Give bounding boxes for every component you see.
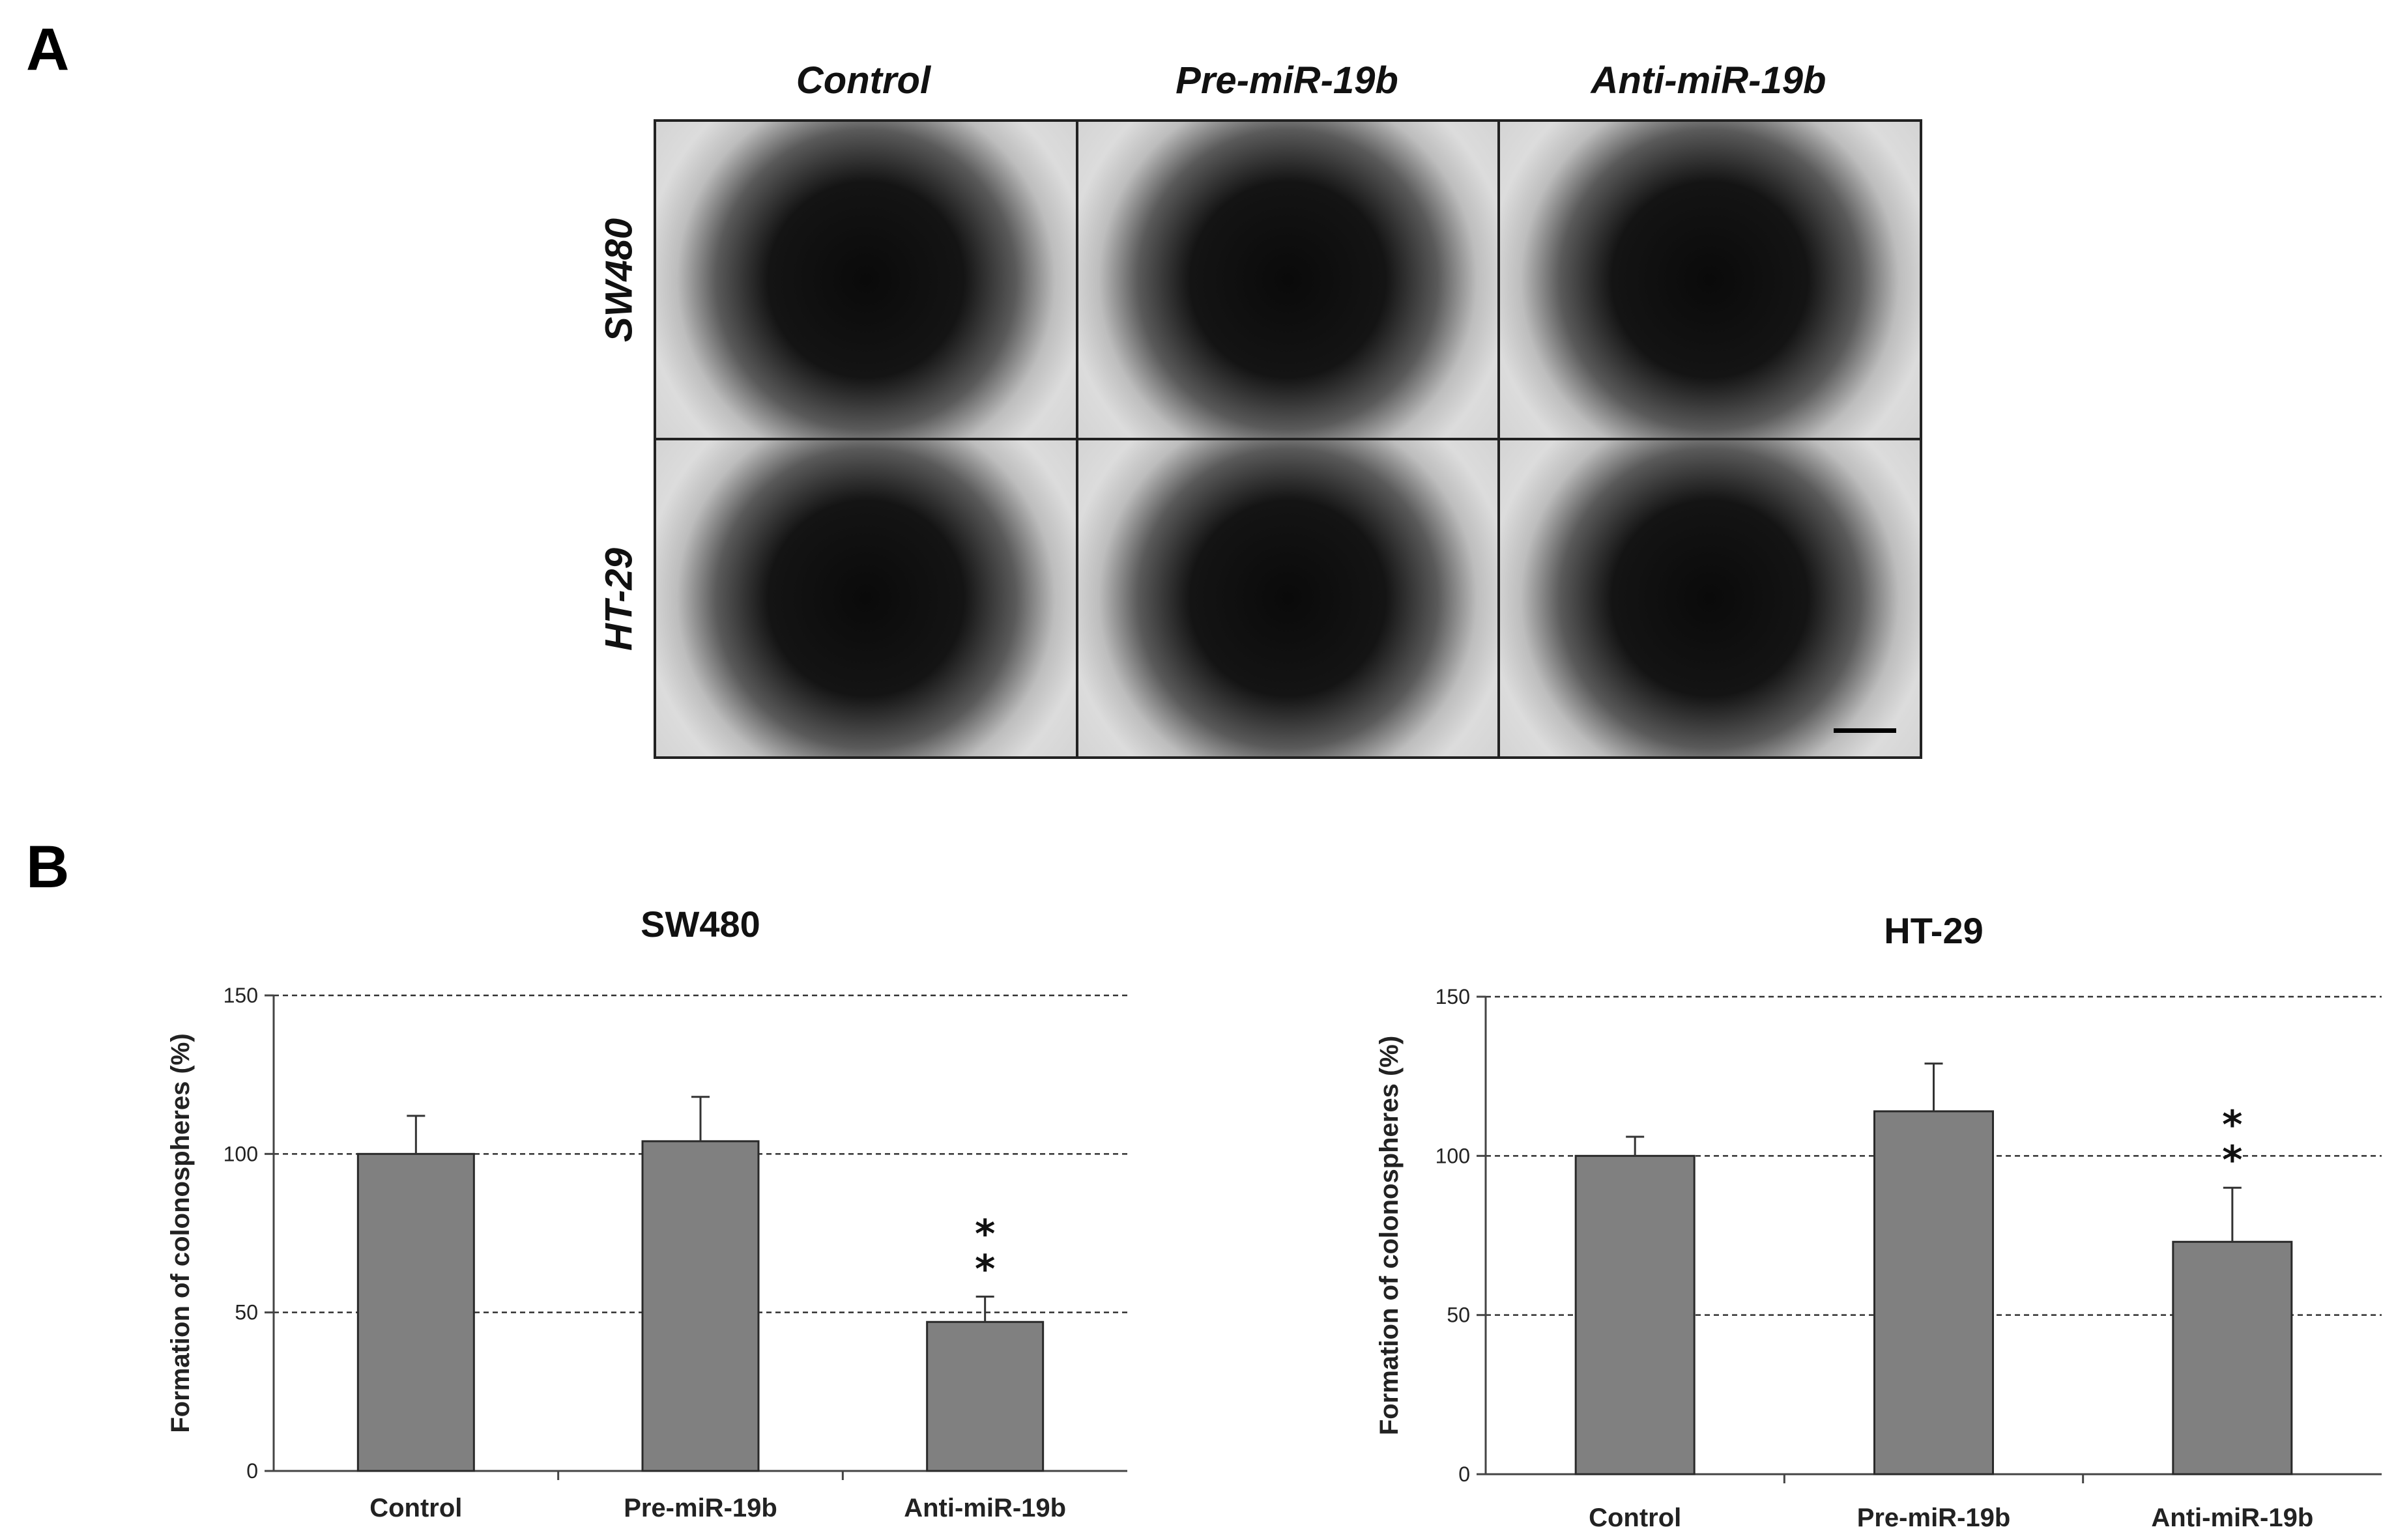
- chart-title: SW480: [641, 904, 760, 945]
- category-label: Pre-miR-19b: [624, 1494, 777, 1522]
- bar-chart-sw480: SW480 0 50 100 150 Control Pre-miR-19b Anti-miR…: [166, 904, 1127, 1522]
- micrograph-ht29-control: [656, 440, 1076, 756]
- micrograph-sw480-pre-mir-19b: [1078, 122, 1498, 438]
- micrograph-grid: [654, 119, 1922, 759]
- y-tick-label: 150: [1436, 985, 1470, 1008]
- y-tick-label: 0: [1458, 1462, 1470, 1486]
- category-label: Control: [1589, 1504, 1681, 1531]
- y-tick-label: 0: [246, 1459, 258, 1483]
- scale-bar: [1834, 728, 1896, 733]
- column-label-pre-mir-19b: Pre-miR-19b: [1176, 59, 1398, 102]
- bar-pre-mir-19b: [641, 1140, 760, 1472]
- category-label: Pre-miR-19b: [1857, 1504, 2011, 1531]
- column-label-control: Control: [796, 59, 931, 102]
- panel-a-label: A: [26, 16, 70, 83]
- micrograph-sw480-anti-mir-19b: [1500, 122, 1920, 438]
- bar-anti-mir-19b: [2172, 1240, 2293, 1476]
- column-label-anti-mir-19b: Anti-miR-19b: [1591, 59, 1826, 102]
- bar-pre-mir-19b: [1873, 1110, 1994, 1476]
- bar-control: [1574, 1154, 1696, 1476]
- row-label-ht29: HT-29: [598, 548, 641, 651]
- panel-b-label: B: [26, 834, 70, 900]
- y-tick-label: 100: [1436, 1144, 1470, 1167]
- y-tick-label: 100: [224, 1142, 258, 1165]
- bar-chart-ht29: HT-29 0 50 100 150 Control Pre-miR-19b Anti-miR…: [1375, 910, 2382, 1531]
- significance-marker: * *: [2222, 1102, 2242, 1183]
- category-label: Anti-miR-19b: [904, 1494, 1066, 1522]
- y-axis-label: Formation of colonospheres (%): [1375, 1036, 1404, 1435]
- category-label: Anti-miR-19b: [2151, 1504, 2313, 1531]
- significance-marker: * *: [975, 1211, 995, 1292]
- micrograph-ht29-pre-mir-19b: [1078, 440, 1498, 756]
- row-label-sw480: SW480: [598, 218, 641, 343]
- chart-title: HT-29: [1884, 910, 1984, 951]
- y-tick-label: 50: [1447, 1304, 1470, 1327]
- micrograph-ht29-anti-mir-19b: [1500, 440, 1920, 756]
- micrograph-sw480-control: [656, 122, 1076, 438]
- bar-control: [356, 1152, 475, 1472]
- y-tick-label: 150: [224, 984, 258, 1007]
- category-label: Control: [369, 1494, 462, 1522]
- y-tick-label: 50: [235, 1301, 258, 1324]
- y-axis-label: Formation of colonospheres (%): [166, 1033, 195, 1433]
- bar-anti-mir-19b: [926, 1320, 1045, 1472]
